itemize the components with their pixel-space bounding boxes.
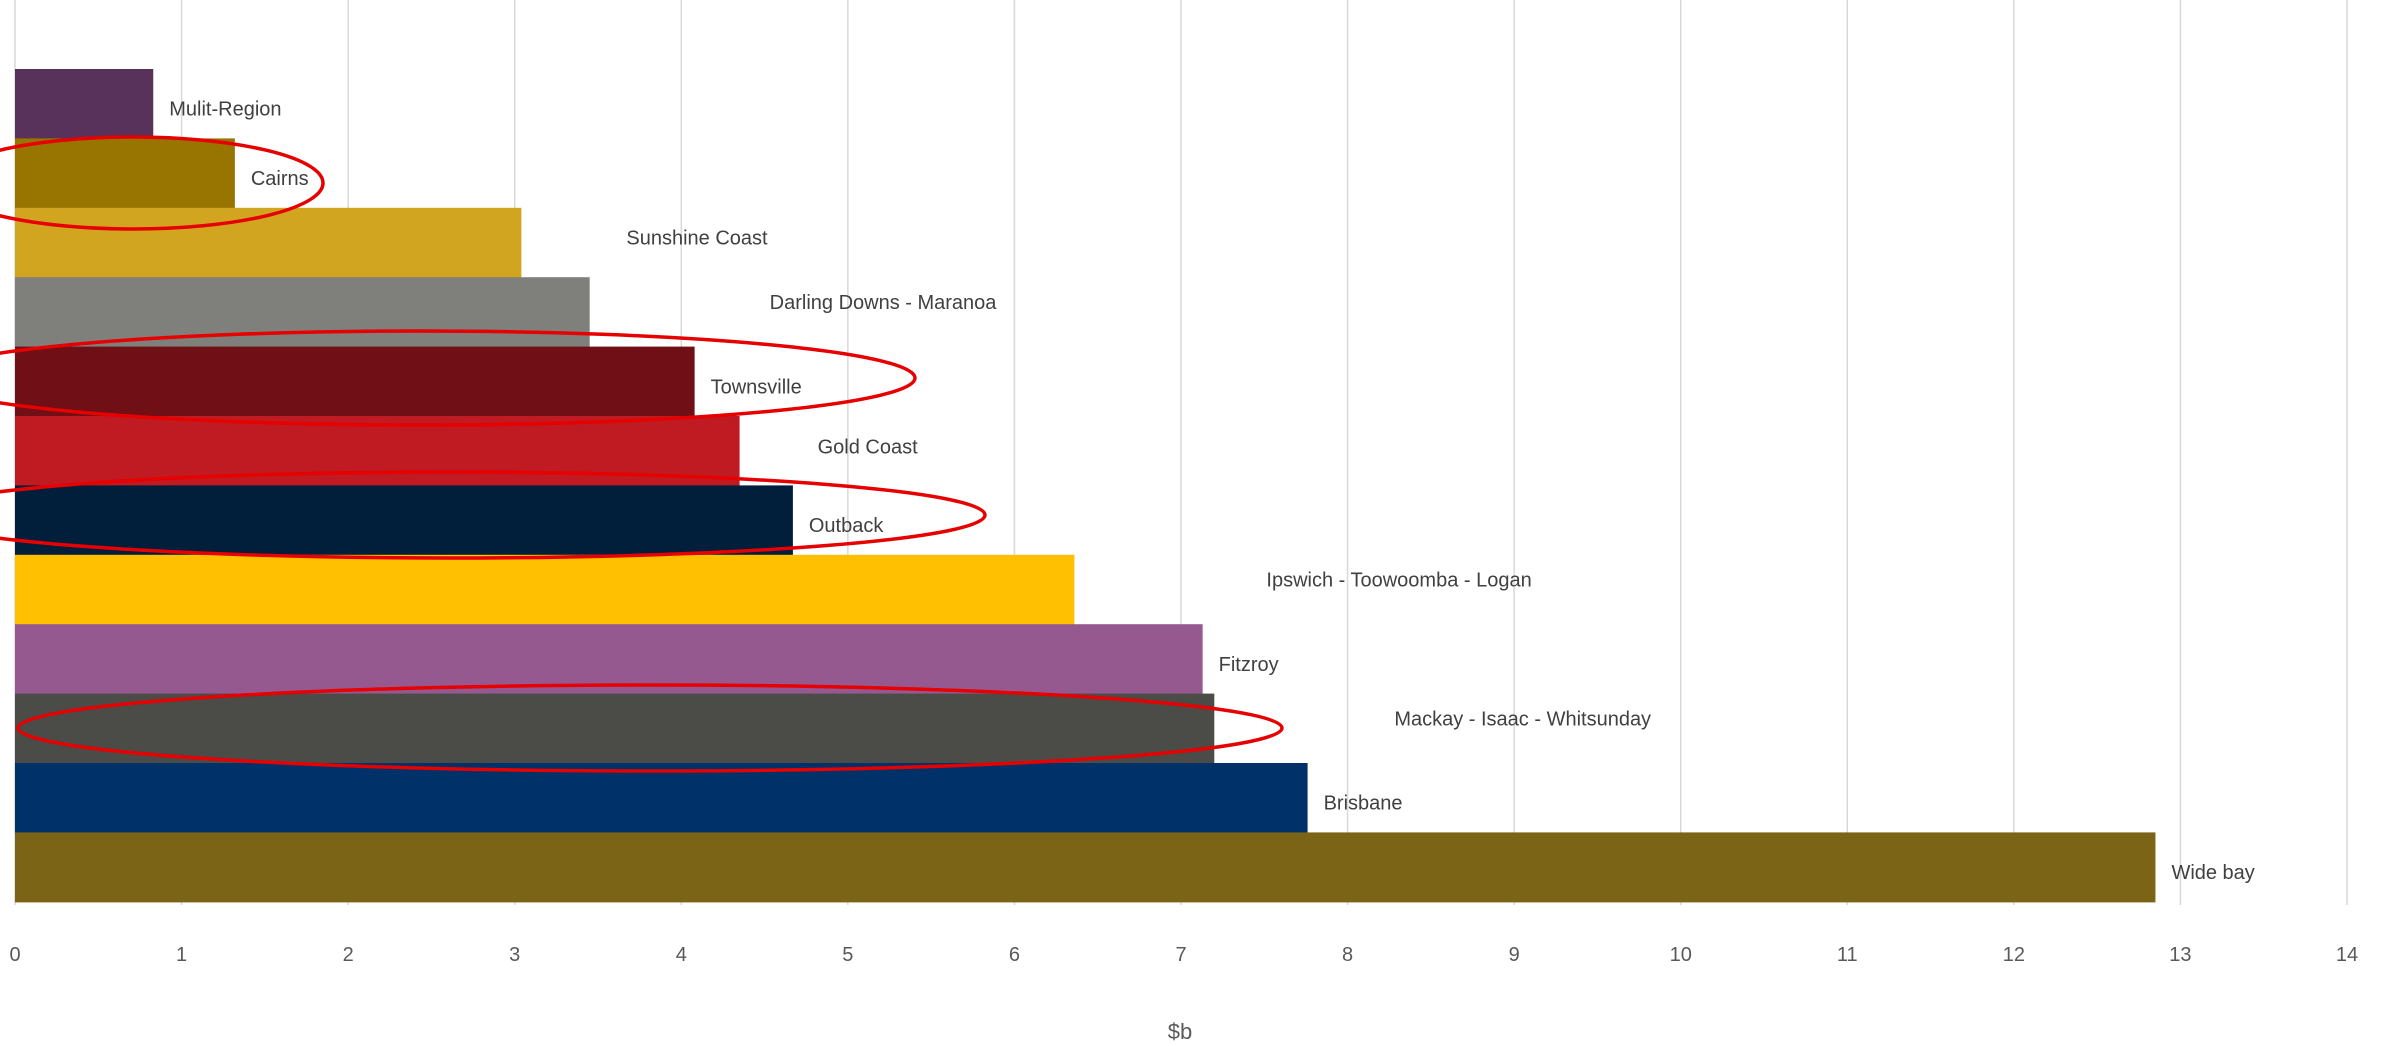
x-tick-label: 3: [509, 944, 520, 966]
x-tick-label: 12: [2003, 944, 2025, 966]
bar: [15, 277, 590, 348]
x-axis-title: $b: [1168, 1019, 1192, 1044]
highlight-ellipses: [0, 135, 1284, 773]
highlight-ellipse: [16, 683, 1284, 773]
bar-label: Ipswich - Toowoomba - Logan: [1266, 570, 1531, 592]
highlight-ellipse: [0, 329, 917, 427]
bar-label: Gold Coast: [818, 437, 918, 459]
bar-label: Darling Downs - Maranoa: [770, 292, 998, 314]
x-tick-label: 8: [1342, 944, 1353, 966]
bar: [15, 485, 793, 556]
x-tick-label: 13: [2169, 944, 2191, 966]
bars: [15, 69, 2156, 903]
bar-label: Fitzroy: [1219, 654, 1279, 676]
bar-label: Brisbane: [1324, 793, 1403, 815]
x-tick-label: 7: [1175, 944, 1186, 966]
bar: [15, 763, 1308, 833]
bar: [15, 138, 235, 209]
bar-labels: Mulit-Region Cairns Sunshine Coast Darling …: [169, 99, 2255, 884]
x-tick-label: 9: [1509, 944, 1520, 966]
bar-label: Mulit-Region: [169, 99, 281, 121]
bar-label: Wide bay: [2171, 862, 2254, 884]
bar-label: Mackay - Isaac - Whitsunday: [1394, 708, 1651, 730]
x-tick-label: 10: [1670, 944, 1692, 966]
x-tick-label: 6: [1009, 944, 1020, 966]
highlight-ellipse: [0, 135, 325, 231]
x-tick-label: 4: [676, 944, 687, 966]
x-tick-label: 5: [842, 944, 853, 966]
x-tick-label: 2: [343, 944, 354, 966]
highlight-ellipse: [0, 470, 987, 560]
x-tick-label: 11: [1837, 944, 1858, 966]
bar-label: Outback: [809, 515, 884, 537]
x-tick-label: 0: [9, 944, 20, 966]
x-axis-tick-labels: 0 1 2 3 4 5 6 7 8 9 10 11 12 13 14: [9, 944, 2358, 966]
bar-label: Sunshine Coast: [626, 228, 768, 250]
bar-label: Cairns: [251, 168, 309, 190]
bar: [15, 69, 154, 139]
bar: [15, 624, 1203, 695]
bar: [15, 554, 1075, 625]
bar: [15, 693, 1215, 764]
bar: [15, 207, 522, 278]
bar-label: Townsville: [711, 376, 802, 398]
x-tick-label: 14: [2336, 944, 2358, 966]
x-tick-label: 1: [176, 944, 187, 966]
bar: [15, 832, 2156, 903]
bar: [15, 346, 695, 417]
